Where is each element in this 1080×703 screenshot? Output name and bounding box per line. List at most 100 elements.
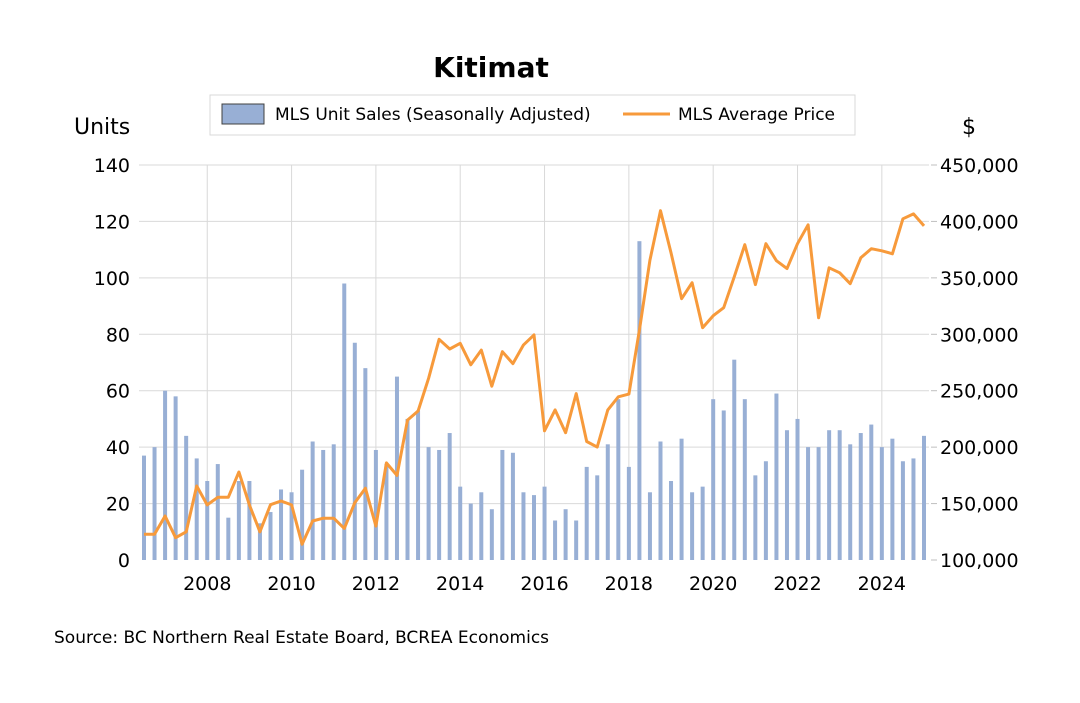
unit-sales-bar [447,433,452,560]
unit-sales-bar [373,449,378,560]
unit-sales-bar [173,396,178,560]
x-tick-label: 2008 [183,573,231,595]
x-tick-label: 2024 [858,573,906,595]
unit-sales-bar [215,464,220,560]
left-tick-label: 60 [106,381,130,403]
left-tick-label: 0 [118,550,130,572]
x-tick-label: 2016 [520,573,568,595]
unit-sales-bar [458,486,463,560]
unit-sales-bar [742,399,747,560]
unit-sales-bar [532,495,536,560]
unit-sales-bar [890,438,895,560]
left-tick-label: 120 [94,211,130,233]
unit-sales-bar [468,503,473,560]
unit-sales-bar [542,486,547,560]
unit-sales-bar [858,433,863,560]
unit-sales-bar [437,449,442,560]
unit-sales-bar [205,481,210,560]
unit-sales-bar [352,342,357,560]
unit-sales-bar [321,449,326,560]
unit-sales-bar [152,447,157,560]
unit-sales-bar [595,475,600,560]
left-axis-ticks: 0 20 40 60 80 100 120 140 [94,155,130,572]
unit-sales-bar [774,393,779,560]
x-tick-label: 2020 [689,573,737,595]
unit-sales-bar [416,410,421,560]
unit-sales-bar [911,458,916,560]
unit-sales-bar [405,418,410,560]
unit-sales-bar [521,492,526,560]
x-axis-ticks: 2008 2010 2012 2014 2016 2018 2020 2022 2024 [183,573,906,595]
legend-label-line: MLS Average Price [678,105,835,125]
unit-sales-bar [489,509,494,560]
source-note: Source: BC Northern Real Estate Board, B… [54,628,550,648]
unit-sales-bar [226,517,231,560]
x-tick-label: 2014 [436,573,484,595]
x-tick-label: 2018 [605,573,653,595]
right-tick-label: 150,000 [940,494,1019,516]
unit-sales-bar [827,430,832,560]
unit-sales-bar [700,486,705,560]
unit-sales-bar [479,492,484,560]
unit-sales-bar [763,461,768,560]
unit-sales-bar [279,489,284,560]
unit-sales-bar [563,509,568,560]
unit-sales-bar [806,447,811,560]
unit-sales-bar [331,444,336,560]
unit-sales-bar [236,481,241,560]
left-axis-title: Units [74,115,130,140]
right-tick-label: 350,000 [940,268,1019,290]
legend-swatch-bars [221,103,265,125]
left-tick-label: 140 [94,155,130,177]
unit-sales-bar [616,399,621,560]
unit-sales-bar [363,368,368,560]
unit-sales-bar [510,452,515,560]
right-axis-title: $ [962,115,976,140]
unit-sales-bar [574,520,579,560]
x-tick-label: 2012 [352,573,400,595]
unit-sales-bar [289,492,294,560]
right-tick-label: 200,000 [940,437,1019,459]
legend-label-bars: MLS Unit Sales (Seasonally Adjusted) [275,105,591,125]
unit-sales-bar [184,435,189,560]
unit-sales-bar [816,447,821,560]
unit-sales-bar [669,481,674,560]
unit-sales-bar [721,410,726,560]
unit-sales-bar [384,464,389,560]
left-tick-label: 100 [94,268,130,290]
unit-sales-bar [500,449,505,560]
right-tick-label: 250,000 [940,381,1019,403]
right-tick-label: 100,000 [940,550,1019,572]
legend: MLS Unit Sales (Seasonally Adjusted) MLS… [209,94,856,136]
left-tick-label: 40 [106,437,130,459]
unit-sales-bar [626,466,631,560]
unit-sales-bar [300,469,305,560]
unit-sales-bar [584,466,589,560]
unit-sales-bar [310,441,315,560]
unit-sales-bar [637,241,642,560]
unit-sales-bar [257,523,262,560]
unit-sales-bar [690,492,695,560]
unit-sales-bar [784,430,789,560]
unit-sales-bar [795,418,800,560]
unit-sales-bar [679,438,684,560]
unit-sales-bar [900,461,905,560]
unit-sales-bar [194,458,199,560]
unit-sales-bar [426,447,431,560]
unit-sales-bar [869,424,874,560]
unit-sales-bar [247,481,252,560]
unit-sales-bar [647,492,652,560]
unit-sales-bar [848,444,853,560]
legend-frame [209,94,856,136]
unit-sales-bar [142,455,146,560]
unit-sales-bar [837,430,842,560]
unit-sales-bar [553,520,558,560]
left-tick-label: 20 [106,494,130,516]
left-tick-label: 80 [106,324,130,346]
right-tick-label: 400,000 [940,211,1019,233]
right-tick-label: 300,000 [940,324,1019,346]
unit-sales-bar [163,390,168,560]
unit-sales-bar [711,399,716,560]
right-tick-label: 450,000 [940,155,1019,177]
